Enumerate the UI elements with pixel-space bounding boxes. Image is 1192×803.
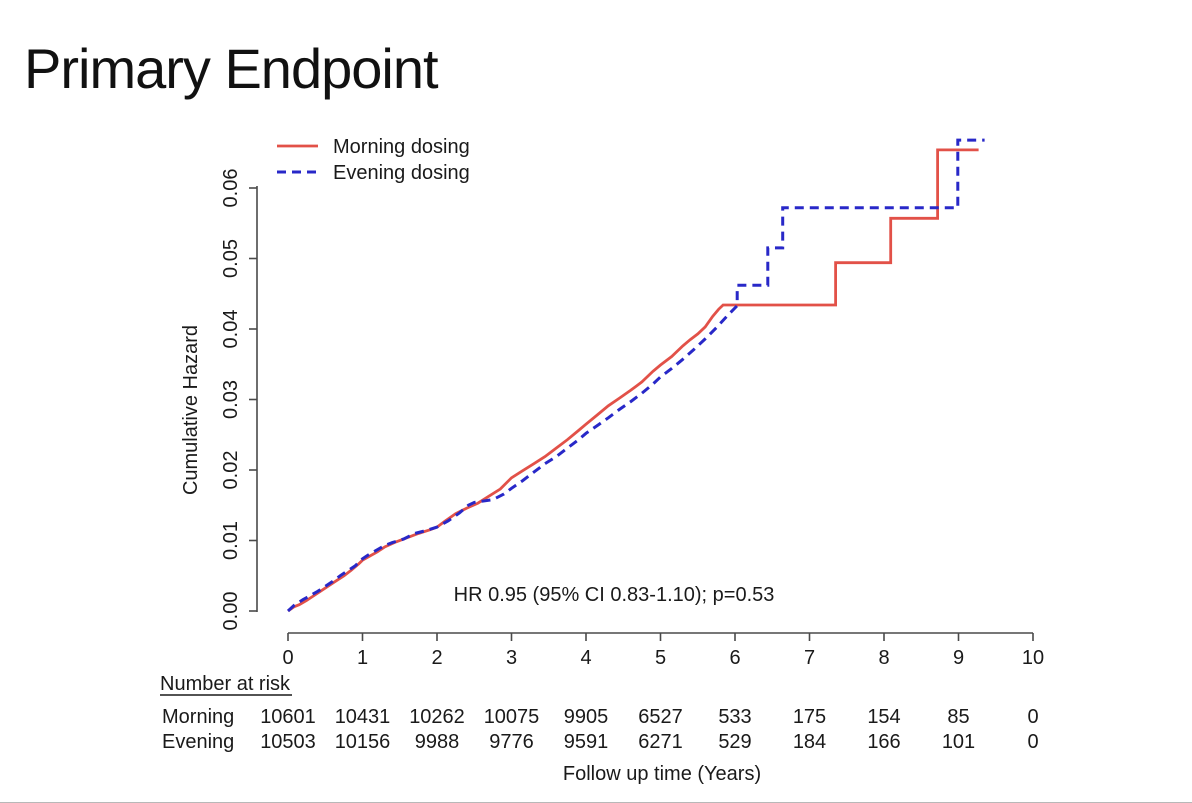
risk-value: 529 xyxy=(718,731,751,753)
x-tick-label: 8 xyxy=(878,647,889,669)
curve-evening-dosing xyxy=(286,138,985,613)
risk-value: 10431 xyxy=(335,706,391,728)
chart-legend: Morning dosing Evening dosing xyxy=(277,136,470,184)
x-tick-label: 0 xyxy=(282,647,293,669)
y-axis: 0.00 0.01 0.02 0.03 0.04 0.05 0.06 Cumul… xyxy=(180,169,258,631)
x-tick-label: 10 xyxy=(1022,647,1044,669)
x-axis: 0 1 2 3 4 5 6 7 8 9 10 Follow up time (Y… xyxy=(282,632,1044,785)
hazard-ratio-annotation: HR 0.95 (95% CI 0.83-1.10); p=0.53 xyxy=(454,584,775,606)
risk-value: 166 xyxy=(867,731,900,753)
x-tick-label: 6 xyxy=(729,647,740,669)
risk-row-label: Evening xyxy=(162,731,234,753)
legend-label-morning: Morning dosing xyxy=(333,136,470,158)
page-title: Primary Endpoint xyxy=(24,37,439,100)
x-tick-label: 5 xyxy=(655,647,666,669)
y-tick-label: 0.06 xyxy=(220,169,242,208)
risk-value: 6527 xyxy=(638,706,683,728)
risk-value: 10601 xyxy=(260,706,316,728)
risk-value: 85 xyxy=(947,706,969,728)
x-tick-label: 7 xyxy=(804,647,815,669)
risk-value: 9776 xyxy=(489,731,534,753)
y-tick-label: 0.04 xyxy=(220,310,242,349)
risk-value: 9591 xyxy=(564,731,609,753)
risk-value: 0 xyxy=(1027,706,1038,728)
risk-table-header: Number at risk xyxy=(160,673,291,695)
risk-value: 0 xyxy=(1027,731,1038,753)
y-tick-label: 0.03 xyxy=(220,380,242,419)
legend-label-evening: Evening dosing xyxy=(333,162,470,184)
risk-value: 9905 xyxy=(564,706,609,728)
risk-row-label: Morning xyxy=(162,706,234,728)
y-tick-label: 0.05 xyxy=(220,239,242,278)
risk-value: 6271 xyxy=(638,731,683,753)
risk-value: 101 xyxy=(942,731,975,753)
x-tick-label: 1 xyxy=(357,647,368,669)
risk-value: 10503 xyxy=(260,731,316,753)
risk-value: 184 xyxy=(793,731,826,753)
risk-value: 10262 xyxy=(409,706,465,728)
risk-value: 154 xyxy=(867,706,900,728)
number-at-risk-table: Number at risk Morning 10601 10431 10262… xyxy=(160,673,1039,753)
risk-value: 533 xyxy=(718,706,751,728)
risk-value: 10156 xyxy=(335,731,391,753)
x-axis-title: Follow up time (Years) xyxy=(563,763,761,785)
y-tick-label: 0.00 xyxy=(220,592,242,631)
risk-value: 10075 xyxy=(484,706,540,728)
x-tick-label: 4 xyxy=(580,647,591,669)
risk-value: 175 xyxy=(793,706,826,728)
hazard-curves xyxy=(286,138,985,613)
y-tick-label: 0.01 xyxy=(220,521,242,560)
x-tick-label: 3 xyxy=(506,647,517,669)
x-tick-label: 9 xyxy=(953,647,964,669)
x-tick-label: 2 xyxy=(431,647,442,669)
risk-value: 9988 xyxy=(415,731,460,753)
y-tick-label: 0.02 xyxy=(220,451,242,490)
y-axis-title: Cumulative Hazard xyxy=(180,325,202,495)
